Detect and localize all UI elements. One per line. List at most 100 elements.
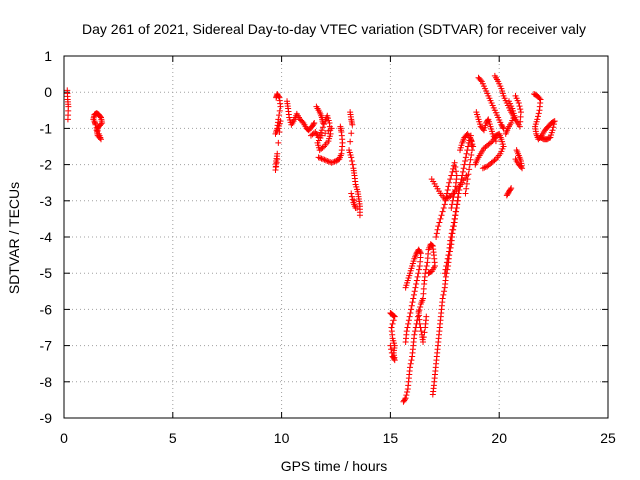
data-point [348,157,355,164]
data-point [417,303,424,310]
data-point [508,185,515,192]
data-point [405,317,412,324]
data-point [275,93,282,100]
data-point [516,162,523,169]
data-point [468,151,475,158]
data-point [536,95,543,102]
data-point [448,172,455,179]
data-point [299,118,306,125]
data-point [420,338,427,345]
data-point [440,291,447,298]
y-tick-label: -4 [40,229,53,245]
x-tick-labels: 0 5 10 15 20 25 [60,430,616,446]
data-segment [402,246,424,345]
data-point [502,130,509,137]
data-point [337,123,344,130]
data-segment [315,123,346,166]
data-point [535,110,542,117]
data-point [441,201,448,208]
data-segment [531,91,558,143]
data-point [416,266,423,273]
data-point [347,138,354,145]
data-point [409,299,416,306]
data-segment [473,109,499,145]
data-point [450,162,457,169]
data-point [410,291,417,298]
data-point [408,302,415,309]
data-point [389,353,396,360]
data-point [447,234,454,240]
data-point [330,159,337,166]
data-point [405,320,412,327]
data-point [484,163,491,170]
data-point [439,295,446,302]
data-point [435,223,442,230]
data-point [442,273,449,280]
data-point [484,117,491,124]
data-point [450,223,457,230]
y-tick-label: -7 [40,338,53,354]
data-point [401,396,408,403]
data-segment [346,109,363,219]
data-point [410,295,417,302]
data-point [416,320,423,327]
data-segment [307,112,335,154]
data-point [551,118,558,125]
data-segment [313,103,326,126]
data-point [328,125,335,132]
data-point [445,183,452,190]
x-tick-label: 0 [60,430,68,446]
data-point [448,230,455,237]
data-point [429,242,436,249]
data-point [277,118,284,125]
data-point [274,156,281,163]
data-point [462,154,469,161]
data-segment [475,74,507,132]
data-point [442,266,449,273]
data-point [443,259,450,266]
data-point [349,196,356,203]
data-point [414,273,421,280]
data-segment [512,147,526,172]
data-point [417,249,424,256]
data-point [408,306,415,313]
data-point [388,349,395,356]
data-point [449,168,456,175]
x-tick-label: 15 [383,430,399,446]
data-point [318,155,325,162]
data-segment [272,91,284,174]
x-axis-title: GPS time / hours [281,458,388,474]
data-point [402,338,409,345]
data-point [439,208,446,215]
data-point [443,195,450,202]
data-point [433,234,440,240]
data-point [537,134,544,141]
y-tick-label: -3 [40,193,53,209]
data-point [426,269,433,276]
data-point [416,307,423,314]
y-tick-label: -9 [40,410,53,426]
data-point [469,147,475,154]
data-point [462,190,469,197]
data-point [310,121,317,128]
data-point [93,124,100,131]
y-tick-label: 1 [44,48,52,64]
data-point [422,266,429,273]
data-point [318,127,325,134]
data-point [348,130,355,137]
data-point [465,143,472,150]
data-point [470,143,477,150]
data-point [356,212,363,219]
data-point [95,130,102,137]
data-point [535,113,542,120]
y-tick-label: -6 [40,301,53,317]
data-points [64,72,558,405]
data-point [348,193,355,200]
y-tick-labels: 1 0 -1 -2 -3 -4 -5 -6 -7 -8 -9 [40,48,53,426]
data-point [463,150,470,157]
data-point [512,92,519,99]
data-segment [387,310,398,364]
data-point [272,167,279,174]
data-point [402,395,409,402]
plot-frame [63,55,609,419]
